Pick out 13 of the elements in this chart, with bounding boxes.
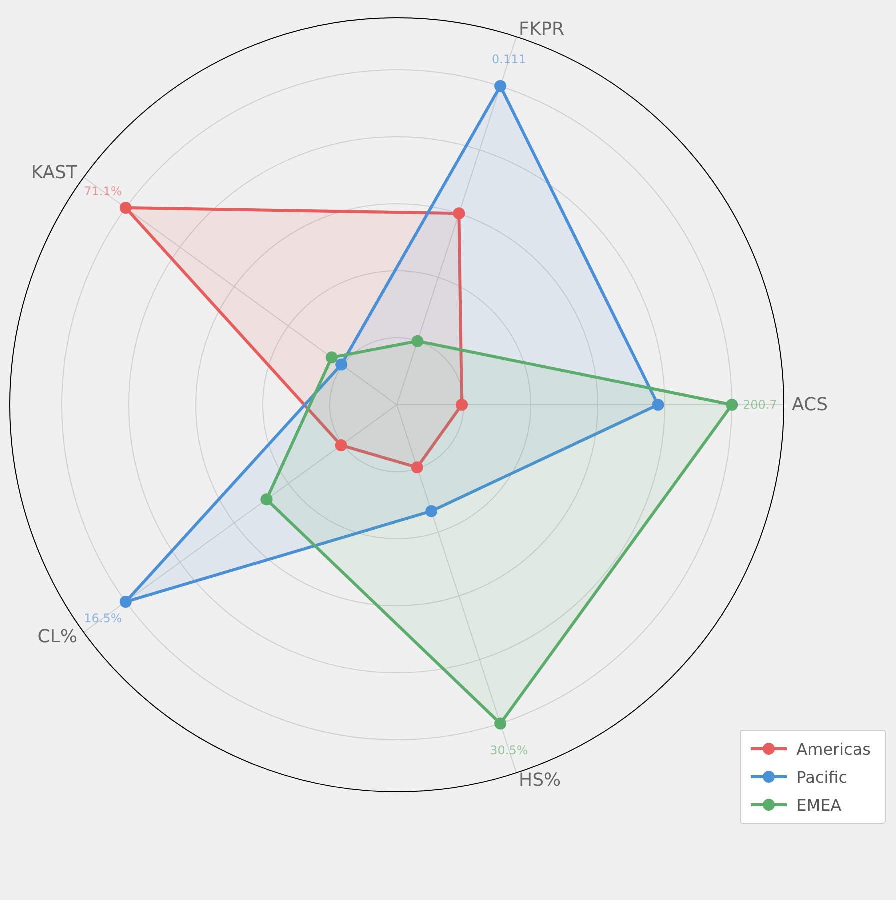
spoke-label: ACS xyxy=(792,394,828,416)
spoke-label: FKPR xyxy=(519,18,565,40)
spoke-label: CL% xyxy=(38,626,78,648)
legend-label: Americas xyxy=(796,740,871,758)
text: 200.7 xyxy=(742,398,778,412)
spoke-label: HS% xyxy=(519,770,562,792)
text: 30.5% xyxy=(490,743,528,758)
text: 71.1% xyxy=(84,184,122,199)
legend-label: Pacific xyxy=(796,768,848,786)
spoke-label: KAST xyxy=(31,162,78,184)
text: 16.5% xyxy=(84,611,122,626)
legend-label: EMEA xyxy=(796,796,842,814)
text: 0.111 xyxy=(492,52,526,67)
